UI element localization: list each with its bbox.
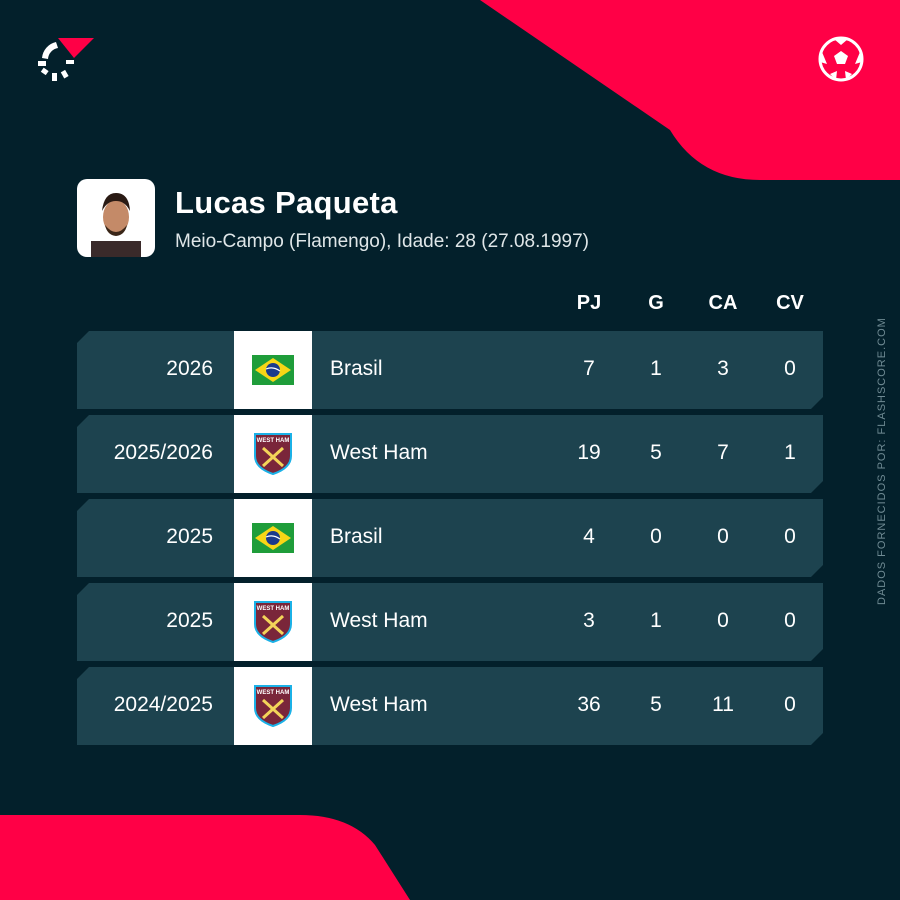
stat-pj: 36 [577,693,601,716]
brazil-flag-icon [252,355,294,385]
data-credit: DADOS FORNECIDOS POR: FLASHSCORE.COM [876,317,888,605]
season: 2025 [166,525,213,548]
stat-cv: 0 [784,357,796,380]
stat-ca: 3 [717,357,729,380]
stat-cv: 0 [784,525,796,548]
column-header-ca: CA [708,292,738,314]
stat-g: 0 [650,525,662,548]
stat-g: 5 [650,441,662,464]
stats-row: 2026 Brasil 7 1 3 0 [77,331,823,409]
stat-ca: 7 [717,441,729,464]
season: 2025/2026 [113,441,213,464]
stat-pj: 3 [583,609,595,632]
stat-pj: 7 [583,357,595,380]
flashscore-logo [38,38,94,81]
team-name: Brasil [330,525,383,548]
west-ham-crest-icon: WEST HAM [253,432,293,476]
column-header-pj: PJ [576,292,602,314]
stats-row: 2024/2025 WEST HAM West Ham 36 5 11 0 [77,667,823,745]
stats-row: 2025 WEST HAM West Ham 3 1 0 0 [77,583,823,661]
team-crest: WEST HAM [234,583,312,661]
team-crest: WEST HAM [234,415,312,493]
stat-cv: 0 [784,693,796,716]
brazil-flag-icon [252,523,294,553]
team-name: West Ham [330,441,428,464]
player-details: Meio-Campo (Flamengo), Idade: 28 (27.08.… [175,231,590,252]
season: 2024/2025 [113,693,213,716]
stat-ca: 11 [712,693,734,716]
stat-cv: 0 [784,609,796,632]
stat-ca: 0 [717,609,729,632]
team-name: Brasil [330,357,383,380]
svg-text:WEST HAM: WEST HAM [257,690,290,696]
player-avatar [77,179,155,257]
stat-ca: 0 [717,525,729,548]
season: 2025 [166,609,213,632]
column-header-g: G [648,292,664,314]
svg-text:WEST HAM: WEST HAM [257,438,290,444]
stat-pj: 19 [577,441,601,464]
stat-pj: 4 [583,525,595,548]
column-header-cv: CV [776,292,804,314]
west-ham-crest-icon: WEST HAM [253,600,293,644]
football-icon [818,36,864,82]
team-crest [234,331,312,409]
stat-g: 5 [650,693,662,716]
team-crest: WEST HAM [234,667,312,745]
west-ham-crest-icon: WEST HAM [253,684,293,728]
stat-cv: 1 [784,441,796,464]
team-crest [234,499,312,577]
stats-row: 2025/2026 WEST HAM West Ham 19 5 7 1 [77,415,823,493]
stat-g: 1 [650,609,662,632]
stat-g: 1 [650,357,662,380]
team-name: West Ham [330,693,428,716]
team-name: West Ham [330,609,428,632]
stats-row: 2025 Brasil 4 0 0 0 [77,499,823,577]
season: 2026 [166,357,213,380]
svg-text:WEST HAM: WEST HAM [257,606,290,612]
player-name: Lucas Paqueta [175,185,398,220]
